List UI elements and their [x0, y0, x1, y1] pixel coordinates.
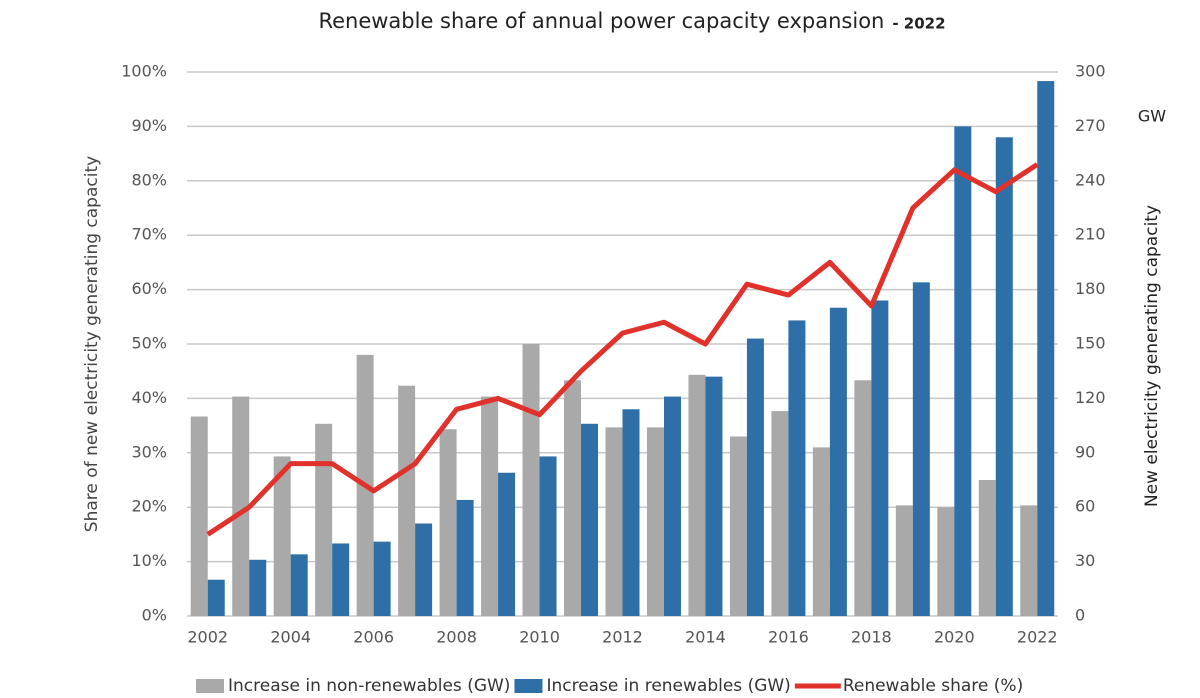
bar [232, 396, 250, 616]
bar [539, 456, 557, 616]
y2-tick-label: 300 [1075, 62, 1106, 81]
bar [937, 507, 955, 616]
bar [622, 409, 640, 616]
y2-tick-label: 120 [1075, 388, 1106, 407]
y2-tick-label: 180 [1075, 279, 1106, 298]
bar [854, 380, 872, 616]
x-tick-label: 2004 [270, 628, 311, 647]
y-tick-label: 100% [121, 62, 167, 81]
chart-title-suffix: - 2022 [892, 15, 945, 33]
bar [522, 344, 540, 616]
x-tick-label: 2012 [602, 628, 643, 647]
legend-swatch [196, 679, 224, 693]
bar [688, 374, 706, 616]
bar [564, 380, 582, 616]
bar [912, 282, 930, 616]
bar [829, 307, 847, 616]
bar [646, 427, 664, 616]
bar [190, 416, 208, 616]
y-tick-label: 40% [131, 388, 167, 407]
bar [771, 411, 789, 616]
y-tick-label: 70% [131, 225, 167, 244]
bar [581, 423, 599, 616]
x-tick-label: 2002 [187, 628, 228, 647]
bar [729, 436, 747, 616]
bar [398, 385, 416, 616]
x-tick-label: 2006 [353, 628, 394, 647]
x-tick-label: 2008 [436, 628, 477, 647]
bar [746, 338, 764, 616]
x-tick-label: 2020 [934, 628, 975, 647]
y2-tick-label: 150 [1075, 334, 1106, 353]
bar [788, 320, 806, 616]
bar [273, 456, 291, 616]
y2-unit: GW [1138, 107, 1166, 126]
x-tick-label: 2018 [851, 628, 892, 647]
bar [439, 429, 457, 616]
y-tick-label: 0% [142, 606, 167, 625]
bar [415, 523, 433, 616]
bar [995, 137, 1013, 616]
x-tick-label: 2014 [685, 628, 726, 647]
y-tick-label: 10% [131, 551, 167, 570]
bar [498, 472, 516, 616]
y-tick-label: 20% [131, 497, 167, 516]
y-tick-label: 80% [131, 170, 167, 189]
legend-label: Increase in non-renewables (GW) [228, 676, 510, 696]
bar [1037, 81, 1055, 617]
y2-tick-label: 60 [1075, 497, 1095, 516]
x-tick-label: 2022 [1017, 628, 1058, 647]
bar [663, 396, 681, 616]
y-axis-label: Share of new electricity generating capa… [82, 156, 102, 532]
legend-label: Increase in renewables (GW) [546, 676, 790, 696]
bar [871, 300, 889, 616]
bar [481, 396, 499, 616]
chart-title: Renewable share of annual power capacity… [318, 9, 884, 33]
y2-tick-label: 0 [1075, 606, 1085, 625]
bar [249, 559, 267, 616]
bar [207, 579, 225, 616]
bar [332, 543, 350, 616]
bar [895, 505, 913, 616]
bar [315, 423, 333, 616]
y-tick-label: 90% [131, 116, 167, 135]
bar [373, 541, 391, 616]
y2-tick-label: 90 [1075, 442, 1095, 461]
bar [954, 126, 972, 617]
bar [456, 499, 474, 616]
bar [290, 554, 308, 616]
x-tick-label: 2016 [768, 628, 809, 647]
y2-tick-label: 30 [1075, 551, 1095, 570]
bar [605, 427, 623, 616]
x-tick-label: 2010 [519, 628, 560, 647]
y-tick-label: 60% [131, 279, 167, 298]
y-tick-label: 50% [131, 334, 167, 353]
line [206, 162, 1039, 537]
y-tick-label: 30% [131, 442, 167, 461]
bar [812, 447, 830, 616]
y2-tick-label: 210 [1075, 225, 1106, 244]
y2-axis-label: New electricity generating capacity [1142, 205, 1162, 507]
y2-tick-label: 270 [1075, 116, 1106, 135]
y2-tick-label: 240 [1075, 170, 1106, 189]
bar [1020, 505, 1038, 616]
bar [705, 376, 723, 616]
legend-label: Renewable share (%) [843, 676, 1023, 696]
legend-swatch [514, 679, 543, 693]
bar [978, 480, 996, 616]
